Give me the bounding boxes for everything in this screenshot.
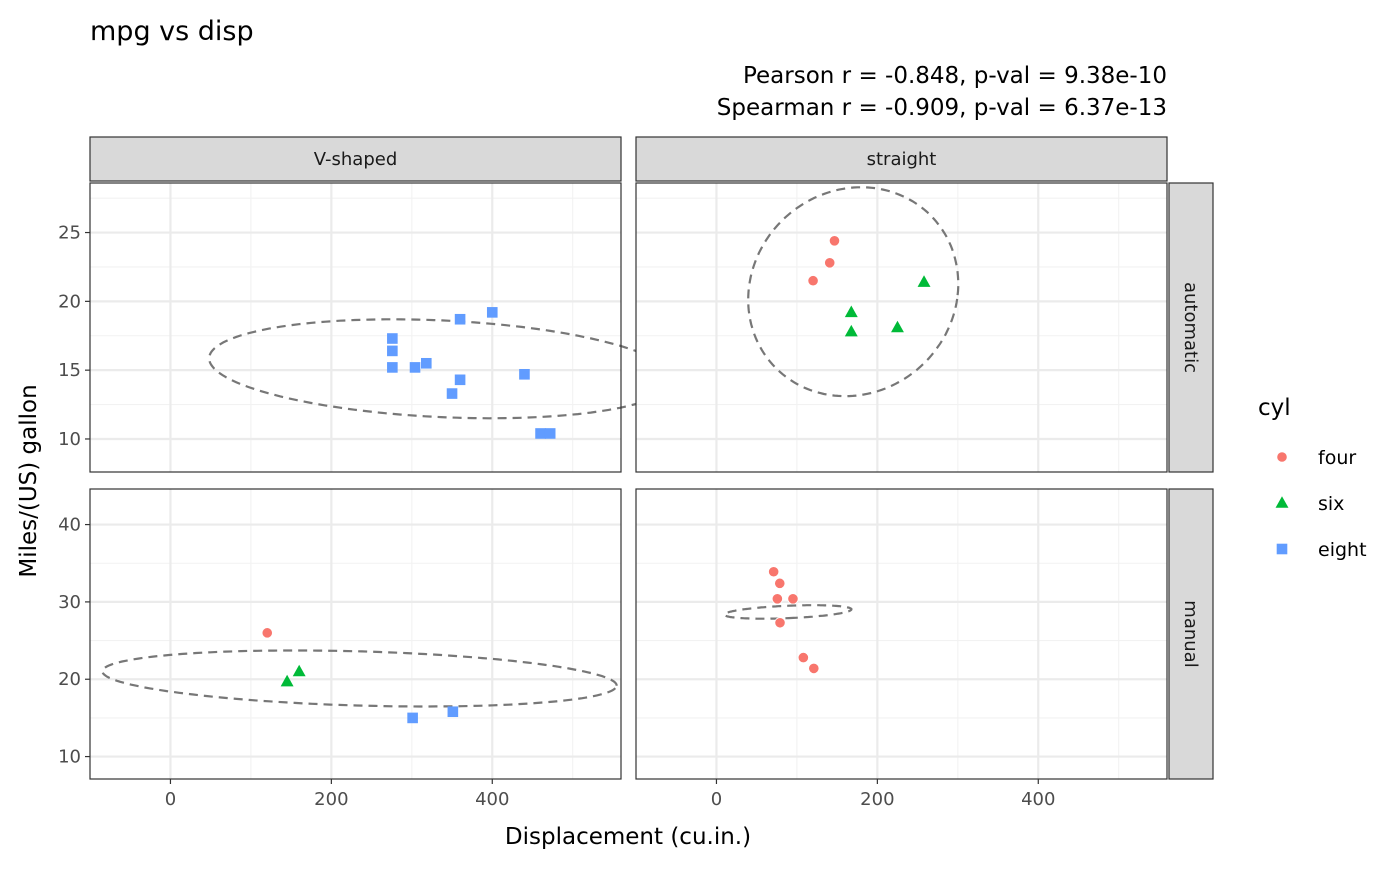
data-point-four	[787, 593, 799, 605]
chart-subtitle-spearman: Spearman r = -0.909, p-val = 6.37e-13	[717, 95, 1167, 121]
x-axis-title: Displacement (cu.in.)	[505, 824, 751, 850]
column-strip-background	[89, 136, 622, 182]
x-tick-label: 200	[860, 789, 894, 810]
row-strip-label: automatic	[1180, 282, 1201, 373]
data-point-eight	[446, 388, 458, 399]
column-strip: V-shaped	[89, 136, 622, 182]
y-tick-label: 10	[58, 429, 81, 450]
chart-subtitle-pearson: Pearson r = -0.848, p-val = 9.38e-10	[743, 63, 1167, 89]
y-tick-label: 40	[58, 515, 81, 536]
data-point-six	[844, 324, 858, 337]
data-point-eight	[407, 712, 418, 724]
x-tick-label: 400	[1021, 789, 1055, 810]
data-point-four	[771, 593, 783, 605]
panel-background	[636, 183, 1167, 472]
x-tick-label: 0	[711, 789, 722, 810]
data-point-eight	[421, 357, 432, 369]
panel-background	[90, 489, 621, 779]
data-point-eight	[387, 362, 398, 373]
column-strip-background	[635, 136, 1168, 182]
data-point-eight	[454, 374, 466, 386]
data-point-four	[797, 651, 809, 664]
column-strip: straight	[635, 136, 1168, 182]
legend-title: cyl	[1258, 395, 1291, 421]
y-tick-label: 30	[58, 592, 81, 613]
column-strip-label: straight	[867, 149, 937, 170]
row-strip-label: manual	[1180, 600, 1201, 667]
data-point-eight	[544, 428, 556, 439]
panel-border	[635, 488, 1168, 780]
legend-key-eight	[1276, 543, 1288, 555]
panel-border	[635, 182, 1168, 473]
x-tick-label: 400	[475, 789, 509, 810]
y-tick-label: 10	[58, 747, 81, 768]
confidence-ellipse	[747, 186, 960, 398]
confidence-ellipse	[723, 604, 853, 620]
legend-label-six: six	[1318, 493, 1344, 515]
row-strip-background	[1168, 488, 1214, 780]
panel-background	[636, 489, 1167, 779]
data-point-eight	[409, 362, 421, 373]
data-point-eight	[519, 368, 530, 380]
row-strip-background	[1168, 182, 1214, 473]
legend-label-four: four	[1318, 447, 1356, 469]
x-tick-label: 0	[165, 789, 176, 810]
data-point-four	[774, 617, 786, 629]
data-point-four	[807, 275, 819, 287]
facet-panel: 0 200 400	[635, 488, 1168, 810]
row-strip: manual	[1168, 488, 1214, 780]
row-strip: automatic	[1168, 182, 1214, 473]
panel-border	[89, 182, 622, 473]
data-point-four	[261, 627, 273, 639]
legend-label-eight: eight	[1318, 539, 1367, 561]
data-point-eight	[447, 706, 459, 718]
x-tick-label: 200	[314, 789, 348, 810]
data-point-four	[808, 662, 820, 675]
facet-panel: 10 15 20 25	[58, 182, 676, 473]
data-point-six	[280, 674, 294, 687]
legend-item-eight: eight	[1276, 539, 1367, 561]
data-point-four	[824, 257, 836, 269]
confidence-ellipse	[208, 318, 676, 420]
y-axis-title: Miles/(US) gallon	[16, 384, 42, 577]
data-point-six	[917, 275, 931, 287]
legend-key-six	[1275, 496, 1289, 508]
data-point-six	[844, 305, 858, 318]
legend-keys: four six eight	[1275, 447, 1367, 561]
data-point-eight	[535, 428, 546, 439]
data-point-four	[828, 235, 841, 247]
y-tick-label: 20	[58, 669, 81, 690]
data-point-four	[768, 566, 780, 578]
data-point-six	[292, 664, 306, 677]
legend-item-six: six	[1275, 493, 1344, 515]
data-point-six	[891, 320, 904, 333]
legend: cyl four six eight	[1258, 395, 1367, 561]
data-point-eight	[486, 307, 498, 318]
data-point-eight	[387, 345, 398, 357]
legend-key-four	[1276, 451, 1288, 463]
y-tick-label: 25	[58, 223, 81, 244]
data-point-four	[774, 577, 786, 589]
data-point-eight	[454, 313, 466, 325]
data-point-eight	[387, 333, 398, 344]
y-tick-label: 20	[58, 291, 81, 312]
chart-title: mpg vs disp	[90, 16, 254, 47]
y-tick-label: 15	[58, 360, 81, 381]
column-strip-label: V-shaped	[314, 149, 398, 170]
legend-item-four: four	[1276, 447, 1356, 469]
facet-panels: V-shaped straightautomaticmanual101520251…	[58, 136, 1214, 810]
panel-border	[89, 488, 622, 780]
facet-panel	[635, 182, 1168, 473]
